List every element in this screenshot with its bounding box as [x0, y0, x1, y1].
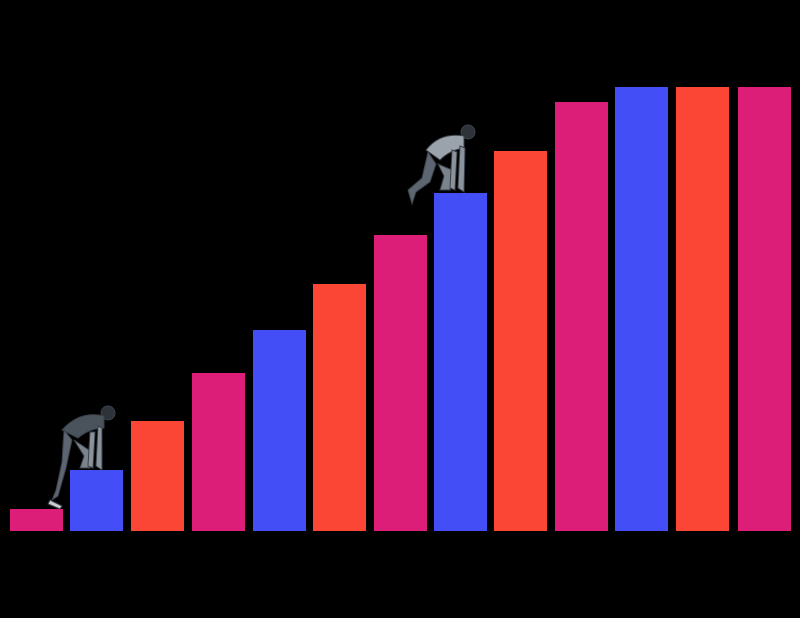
bar — [676, 87, 729, 531]
bar — [494, 151, 547, 531]
bar — [10, 509, 63, 531]
staircase-bars — [10, 87, 791, 531]
bar — [313, 284, 366, 531]
bar — [615, 87, 668, 531]
bar — [131, 421, 184, 531]
bar — [434, 193, 487, 531]
bar — [253, 330, 306, 531]
bar — [555, 102, 608, 531]
runner-figure — [407, 124, 476, 206]
bar — [374, 235, 427, 531]
bar — [192, 373, 245, 531]
bar — [70, 470, 123, 531]
runner-figure — [47, 405, 116, 510]
bar — [738, 87, 791, 531]
